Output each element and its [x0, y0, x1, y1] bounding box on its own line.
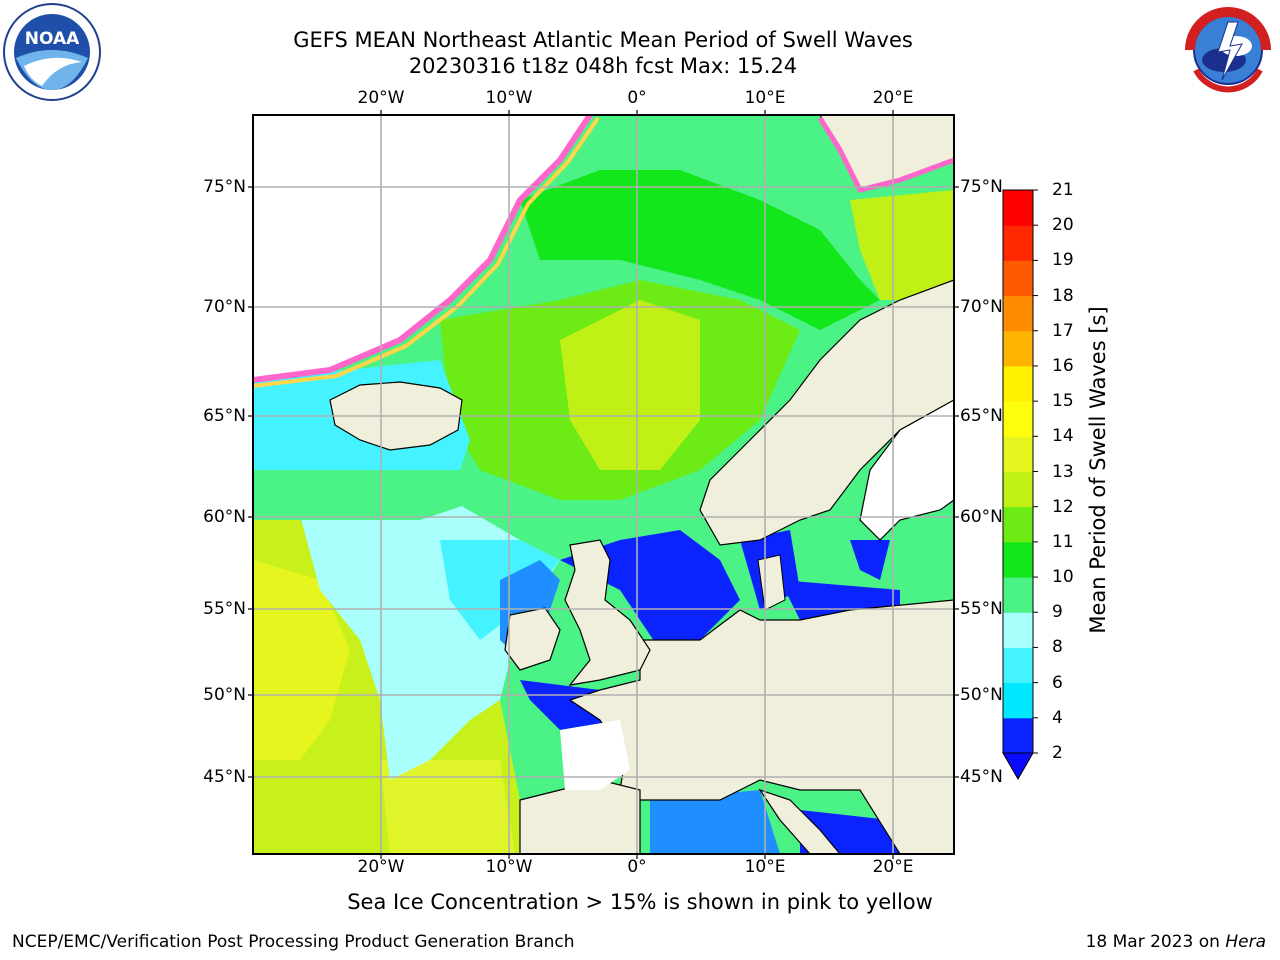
iberia: [519, 779, 641, 854]
colorbar-tick-label: 18: [1052, 285, 1074, 306]
colorbar-segment: [1003, 365, 1033, 402]
lat-tick-left: 60°N: [203, 507, 246, 527]
lat-tick-left: 50°N: [203, 685, 246, 705]
biscay-no-data: [560, 720, 630, 790]
colorbar-segment: [1003, 471, 1033, 508]
lon-tick-bottom: 20°W: [357, 857, 405, 877]
colorbar-tick-label: 6: [1052, 672, 1063, 693]
lat-tick-right: 70°N: [960, 297, 1003, 317]
colorbar-segment: [1003, 295, 1033, 332]
colorbar-segment: [1003, 506, 1033, 543]
colorbar-segment: [1003, 612, 1033, 648]
italy: [758, 788, 841, 854]
lat-tick-left: 75°N: [203, 177, 246, 197]
colorbar-tick-label: 19: [1052, 250, 1074, 271]
ireland: [504, 607, 561, 671]
colorbar-segment: [1003, 401, 1033, 437]
colorbar-segment: [1003, 260, 1033, 297]
date-line: 18 Mar 2023 on Hera: [1086, 932, 1266, 952]
colorbar-segment: [1003, 647, 1033, 684]
swell-mediterranean: [650, 790, 780, 854]
lon-tick-top: 10°E: [744, 88, 786, 108]
lat-tick-right: 55°N: [960, 599, 1003, 619]
noaa-logo-text: NOAA: [25, 29, 80, 49]
lat-tick-right: 60°N: [960, 507, 1003, 527]
lon-tick-bottom: 0°: [627, 857, 647, 877]
greenland: [253, 115, 590, 380]
colorbar-tick-label: 12: [1052, 496, 1074, 517]
tick-marks: [248, 110, 959, 859]
graticule: [253, 115, 954, 854]
colorbar-tick-label: 10: [1052, 567, 1074, 588]
continental-europe: [568, 599, 954, 854]
nws-logo-icon: [1180, 2, 1276, 98]
lon-tick-bottom: 10°E: [744, 857, 786, 877]
colorbar-under-arrow: [1002, 752, 1034, 781]
lat-tick-left: 65°N: [203, 406, 246, 426]
credit-line: NCEP/EMC/Verification Post Processing Pr…: [12, 932, 575, 952]
lat-tick-right: 45°N: [960, 767, 1003, 787]
great-britain: [564, 539, 651, 686]
sea-ice-note: Sea Ice Concentration > 15% is shown in …: [347, 890, 933, 914]
colorbar-tick-label: 17: [1052, 320, 1074, 341]
colorbar-tick-label: 16: [1052, 355, 1074, 376]
colorbar-segment: [1003, 190, 1033, 226]
colorbar-tick-label: 2: [1052, 743, 1063, 763]
host-name: Hera: [1225, 932, 1266, 952]
colorbar-tick-label: 4: [1052, 707, 1063, 728]
colorbar-tick-label: 11: [1052, 531, 1074, 552]
scandinavia: [699, 279, 954, 546]
lat-tick-left: 70°N: [203, 297, 246, 317]
colorbar-tick-label: 14: [1052, 426, 1074, 447]
colorbar-tick-label: 8: [1052, 637, 1063, 658]
colorbar-segment: [1003, 330, 1033, 367]
lat-tick-right: 75°N: [960, 177, 1003, 197]
noaa-logo-icon: NOAA: [3, 3, 101, 101]
colorbar-tick-label: 13: [1052, 461, 1074, 482]
colorbar-segment: [1003, 225, 1033, 261]
colorbar-tick-label: 15: [1052, 391, 1074, 412]
lon-tick-bottom: 10°W: [485, 857, 533, 877]
lon-tick-bottom: 20°E: [872, 857, 914, 877]
lon-tick-top: 20°E: [872, 88, 914, 108]
lon-tick-top: 10°W: [485, 88, 533, 108]
colorbar-tick-label: 9: [1052, 602, 1063, 623]
colorbar-segment: [1003, 541, 1033, 578]
colorbar-title: Mean Period of Swell Waves [s]: [1086, 306, 1110, 634]
date-text: 18 Mar 2023 on: [1085, 932, 1226, 952]
baltic-sea: [859, 399, 954, 541]
lon-tick-top: 20°W: [357, 88, 405, 108]
colorbar-segment: [1003, 577, 1033, 613]
chart-title: GEFS MEAN Northeast Atlantic Mean Period…: [293, 28, 913, 52]
lat-tick-left: 55°N: [203, 599, 246, 619]
chart-subtitle: 20230316 t18z 048h fcst Max: 15.24: [408, 54, 798, 78]
lon-tick-top: 0°: [627, 88, 647, 108]
colorbar-tick-label: 21: [1052, 180, 1074, 200]
colorbar-segment: [1003, 682, 1033, 719]
map-frame: [252, 114, 955, 855]
colorbar-tick-label: 20: [1052, 215, 1074, 236]
map-area: [253, 115, 954, 854]
colorbar: [1002, 189, 1038, 781]
lat-tick-right: 65°N: [960, 406, 1003, 426]
colorbar-segment: [1003, 436, 1033, 472]
colorbar-segment: [1003, 717, 1033, 754]
lat-tick-right: 50°N: [960, 685, 1003, 705]
lat-tick-left: 45°N: [203, 767, 246, 787]
